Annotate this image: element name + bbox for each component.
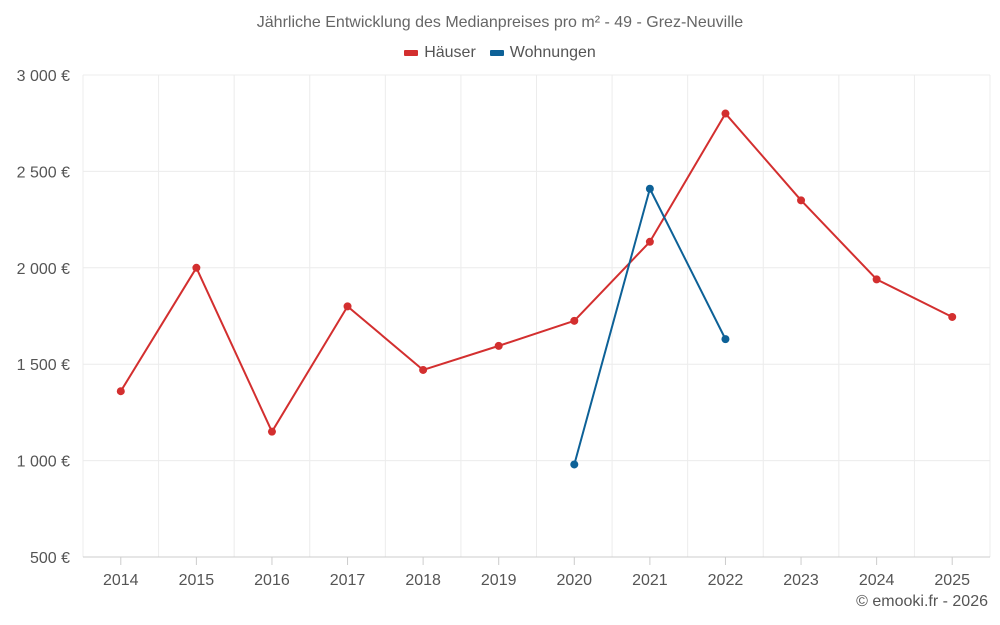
series-line-wohnungen xyxy=(573,187,727,465)
data-point-haeuser xyxy=(948,312,957,321)
data-point-haeuser xyxy=(116,387,125,396)
y-tick-label: 2 500 € xyxy=(17,164,70,181)
data-point-haeuser xyxy=(267,427,276,436)
legend-label-wohnungen: Wohnungen xyxy=(509,44,596,61)
x-tick-label: 2015 xyxy=(179,572,215,589)
x-tick-label: 2018 xyxy=(405,572,441,589)
data-point-haeuser xyxy=(192,263,201,272)
data-point-haeuser xyxy=(797,196,806,205)
legend-label-haeuser: Häuser xyxy=(424,44,476,61)
x-tick-label: 2017 xyxy=(330,572,366,589)
data-point-haeuser xyxy=(343,302,352,311)
x-tick-label: 2019 xyxy=(481,572,517,589)
x-tick-label: 2025 xyxy=(934,572,970,589)
legend-item-haeuser[interactable]: Häuser xyxy=(404,44,476,62)
legend: Häuser Wohnungen xyxy=(0,44,1000,62)
legend-swatch-haeuser xyxy=(404,50,419,56)
x-tick-label: 2023 xyxy=(783,572,819,589)
data-point-haeuser xyxy=(570,316,579,325)
legend-swatch-wohnungen xyxy=(489,50,504,56)
y-tick-label: 2 000 € xyxy=(17,261,70,278)
data-point-haeuser xyxy=(419,365,428,374)
y-tick-label: 3 000 € xyxy=(17,68,70,85)
data-point-wohnungen xyxy=(570,460,579,469)
x-tick-label: 2020 xyxy=(556,572,592,589)
data-point-haeuser xyxy=(721,109,730,118)
data-point-wohnungen xyxy=(645,184,654,193)
series-line-haeuser xyxy=(119,112,953,433)
chart-title: Jährliche Entwicklung des Medianpreises … xyxy=(256,14,744,31)
x-tick-label: 2021 xyxy=(632,572,668,589)
y-tick-label: 1 500 € xyxy=(17,357,70,374)
data-point-haeuser xyxy=(645,237,654,246)
copyright-text: © emooki.fr - 2026 xyxy=(856,593,988,610)
data-point-haeuser xyxy=(872,275,881,284)
x-tick-label: 2014 xyxy=(103,572,139,589)
x-tick-label: 2016 xyxy=(254,572,290,589)
x-tick-label: 2024 xyxy=(859,572,895,589)
x-tick-label: 2022 xyxy=(708,572,744,589)
data-point-haeuser xyxy=(494,341,503,350)
y-tick-label: 1 000 € xyxy=(17,454,70,471)
legend-item-wohnungen[interactable]: Wohnungen xyxy=(489,44,596,62)
data-point-wohnungen xyxy=(721,335,730,344)
y-tick-label: 500 € xyxy=(30,550,70,567)
